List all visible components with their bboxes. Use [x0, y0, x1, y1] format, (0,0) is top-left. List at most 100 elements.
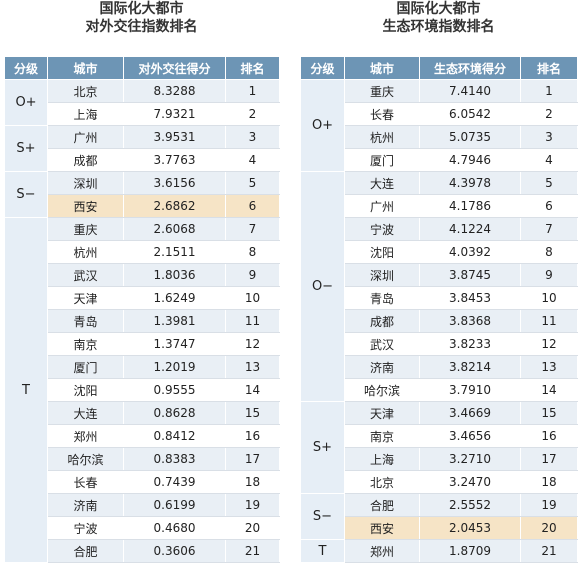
table-row: 长春 0.7439 18	[5, 470, 280, 494]
city-cell: 北京	[344, 470, 420, 494]
table-row: 西安 2.6862 6	[5, 194, 280, 218]
panel-title-line1: 国际化大都市	[99, 1, 184, 17]
city-cell: 济南	[47, 493, 124, 517]
table-row: 沈阳 0.9555 14	[5, 378, 280, 402]
city-cell: 武汉	[47, 263, 124, 287]
rank-cell: 5	[225, 171, 280, 195]
city-cell: 青岛	[344, 286, 420, 310]
foreign-exchange-ranking-panel: 国际化大都市 对外交往指数排名 分级 城市 对外交往得分 排名 O+ 北京 8.32…	[4, 0, 280, 563]
city-cell: 宁波	[47, 516, 124, 540]
table-row: 青岛 1.3981 11	[5, 309, 280, 333]
score-cell: 1.8036	[123, 263, 226, 287]
city-cell: 合肥	[47, 539, 124, 563]
score-cell: 6.0542	[419, 102, 521, 126]
table-row: 宁波 0.4680 20	[5, 516, 280, 540]
score-cell: 3.8214	[419, 355, 521, 379]
table-row: 青岛 3.8453 10	[301, 286, 578, 310]
table-row: 杭州 2.1511 8	[5, 240, 280, 264]
table-row: S− 合肥 2.5552 19	[300, 493, 578, 540]
score-cell: 3.8233	[419, 332, 521, 356]
city-cell: 武汉	[344, 332, 420, 356]
score-cell: 4.1786	[419, 194, 521, 218]
panel-title-line1: 国际化大都市	[396, 1, 481, 17]
rank-cell: 19	[520, 493, 578, 517]
city-cell: 重庆	[47, 217, 124, 241]
score-cell: 3.2710	[419, 447, 521, 471]
rank-cell: 19	[225, 493, 280, 517]
score-cell: 3.9531	[123, 125, 226, 149]
score-cell: 0.3606	[123, 539, 226, 563]
city-cell: 上海	[344, 447, 420, 471]
city-cell: 哈尔滨	[344, 378, 420, 402]
table-row: 济南 0.6199 19	[5, 493, 280, 517]
panel-title-line2: 对外交往指数排名	[85, 19, 198, 35]
score-cell: 4.3978	[419, 171, 521, 195]
rank-cell: 7	[520, 217, 578, 241]
city-cell: 广州	[344, 194, 420, 218]
rank-cell: 20	[520, 516, 578, 540]
rank-cell: 12	[225, 332, 280, 356]
city-cell: 大连	[47, 401, 124, 425]
grade-cell: O+	[4, 79, 48, 126]
city-cell: 郑州	[344, 539, 420, 563]
header-grade: 分级	[4, 56, 48, 80]
rank-cell: 3	[225, 125, 280, 149]
rank-cell: 14	[520, 378, 578, 402]
ranking-table: 分级 城市 生态环境得分 排名 O+ 重庆 7.4140 1 长春 6.0542 2 杭州 5.…	[300, 56, 578, 563]
table-row: O− 大连 4.3978 5	[300, 171, 578, 402]
city-cell: 哈尔滨	[47, 447, 124, 471]
rank-cell: 20	[225, 516, 280, 540]
header-grade: 分级	[300, 56, 345, 80]
rank-cell: 21	[225, 539, 280, 563]
rank-cell: 2	[520, 102, 578, 126]
score-cell: 0.8628	[123, 401, 226, 425]
city-cell: 天津	[344, 401, 420, 425]
table-header-row: 分级 城市 生态环境得分 排名	[300, 56, 578, 80]
rank-cell: 9	[520, 263, 578, 287]
table-header-row: 分级 城市 对外交往得分 排名	[4, 56, 280, 80]
table-row: 成都 3.7763 4	[5, 148, 280, 172]
rank-cell: 10	[520, 286, 578, 310]
rank-cell: 1	[225, 79, 280, 103]
grade-cell: T	[4, 217, 48, 563]
header-rank: 排名	[520, 56, 578, 80]
city-cell: 深圳	[47, 171, 124, 195]
table-row: S+ 天津 3.4669 15	[300, 401, 578, 494]
score-cell: 3.4669	[419, 401, 521, 425]
city-cell: 宁波	[344, 217, 420, 241]
table-row: 南京 1.3747 12	[5, 332, 280, 356]
ecology-ranking-panel: 国际化大都市 生态环境指数排名 分级 城市 生态环境得分 排名 O+ 重庆 7.41…	[300, 0, 578, 563]
table-row: 西安 2.0453 20	[301, 516, 578, 540]
score-cell: 3.7910	[419, 378, 521, 402]
city-cell: 济南	[344, 355, 420, 379]
city-cell: 沈阳	[344, 240, 420, 264]
table-row: 厦门 4.7946 4	[301, 148, 578, 172]
table-row: S− 深圳 3.6156 5	[4, 171, 280, 218]
panel-title-line2: 生态环境指数排名	[382, 19, 495, 35]
city-cell: 杭州	[47, 240, 124, 264]
table-row: 上海 3.2710 17	[301, 447, 578, 471]
score-cell: 0.8412	[123, 424, 226, 448]
score-cell: 4.1224	[419, 217, 521, 241]
city-cell: 南京	[344, 424, 420, 448]
score-cell: 4.0392	[419, 240, 521, 264]
city-cell: 西安	[344, 516, 420, 540]
score-cell: 0.4680	[123, 516, 226, 540]
table-row: 合肥 0.3606 21	[5, 539, 280, 563]
table-body: O+ 北京 8.3288 1 上海 7.9321 2 S+ 广州 3.9531 3 成都 3.7763 4…	[4, 79, 280, 563]
score-cell: 1.8709	[419, 539, 521, 563]
header-city: 城市	[344, 56, 420, 80]
grade-cell: T	[300, 539, 345, 563]
city-cell: 杭州	[344, 125, 420, 149]
table-row: O+ 北京 8.3288 1	[4, 79, 280, 126]
table-row: O+ 重庆 7.4140 1	[300, 79, 578, 172]
rank-cell: 4	[520, 148, 578, 172]
city-cell: 成都	[344, 309, 420, 333]
table-body: O+ 重庆 7.4140 1 长春 6.0542 2 杭州 5.0735 3 厦门 4.7946 4 O−…	[300, 79, 578, 563]
grade-cell: O+	[300, 79, 345, 172]
score-cell: 0.7439	[123, 470, 226, 494]
city-cell: 大连	[344, 171, 420, 195]
rank-cell: 3	[520, 125, 578, 149]
rank-cell: 9	[225, 263, 280, 287]
table-row: 南京 3.4656 16	[301, 424, 578, 448]
